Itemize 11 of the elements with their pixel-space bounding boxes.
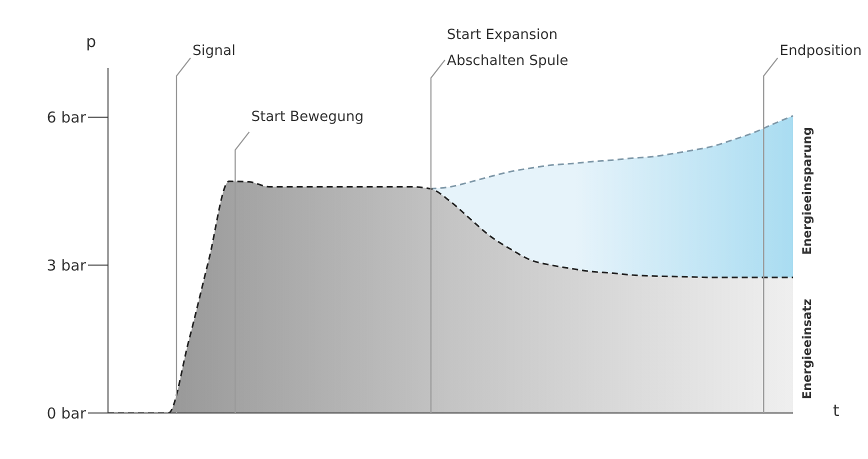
text: Energieeinsatz xyxy=(800,298,814,400)
annotation: Start Bewegung xyxy=(251,108,364,127)
y-tick-label: 6 bar xyxy=(46,108,87,127)
y-tick-label: 3 bar xyxy=(46,256,87,274)
text: Energieeinsparung xyxy=(800,127,814,256)
y-axis-title: p xyxy=(86,32,96,51)
x-axis-title: t xyxy=(833,401,840,420)
text: Signal xyxy=(192,42,236,61)
annotation: Start Expansion Abschalten Spule xyxy=(446,26,568,71)
text: Endposition xyxy=(780,42,862,61)
y-tick-label: 0 bar xyxy=(46,404,87,422)
